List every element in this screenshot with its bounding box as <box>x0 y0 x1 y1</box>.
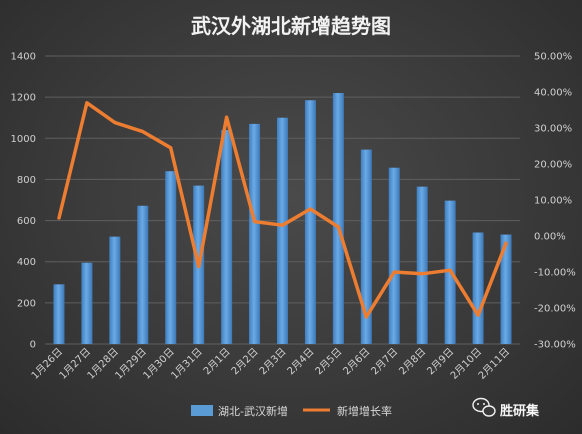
x-tick-label: 2月4日 <box>285 346 317 378</box>
bar <box>472 232 484 344</box>
right-tick-label: 10.00% <box>534 196 572 207</box>
x-tick-label: 2月8日 <box>397 346 429 378</box>
bar <box>221 130 233 344</box>
bar <box>416 186 428 344</box>
legend-bar-label: 湖北-武汉新增 <box>218 404 288 418</box>
left-tick-label: 1400 <box>11 52 36 63</box>
right-tick-label: 0.00% <box>534 232 566 243</box>
bar <box>277 117 288 344</box>
bar <box>109 236 121 344</box>
legend: 湖北-武汉新增 新增增长率 <box>191 404 392 418</box>
bar <box>249 123 261 344</box>
x-tick-label: 2月11日 <box>476 346 512 382</box>
right-y-axis: -30.00% -20.00% -10.00% 0.00% 10.00% 20.00% 30… <box>534 52 576 351</box>
bar <box>165 171 177 344</box>
left-tick-label: 400 <box>17 257 36 268</box>
right-tick-label: -10.00% <box>534 268 576 279</box>
right-tick-label: 50.00% <box>534 52 572 63</box>
x-tick-label: 2月6日 <box>341 346 373 378</box>
right-tick-label: 40.00% <box>534 88 572 99</box>
growth-rate-line <box>57 101 508 319</box>
legend-line-label: 新增增长率 <box>337 404 392 418</box>
x-tick-label: 2月7日 <box>369 346 401 378</box>
right-tick-label: -20.00% <box>534 304 576 315</box>
left-tick-label: 600 <box>17 216 36 227</box>
bar <box>304 100 316 344</box>
bar <box>53 284 65 344</box>
legend-bar-swatch <box>191 405 213 416</box>
left-tick-label: 0 <box>30 340 36 351</box>
chart-title: 武汉外湖北新增趋势图 <box>191 14 391 38</box>
bar-series <box>53 93 512 345</box>
bar <box>360 149 372 344</box>
x-tick-label: 2月1日 <box>201 346 233 378</box>
bar <box>81 262 93 344</box>
x-tick-label: 2月3日 <box>257 346 289 378</box>
left-tick-label: 1200 <box>11 93 36 104</box>
bar <box>500 234 512 344</box>
left-y-axis: 0 200 400 600 800 1000 1200 1400 <box>11 52 36 351</box>
left-tick-label: 800 <box>17 175 36 186</box>
right-tick-label: 30.00% <box>534 124 572 135</box>
bar <box>388 167 400 344</box>
right-tick-label: 20.00% <box>534 160 572 171</box>
x-tick-label: 2月5日 <box>313 346 345 378</box>
left-tick-label: 200 <box>17 298 36 309</box>
watermark-text: 胜研集 <box>500 403 540 419</box>
left-tick-label: 1000 <box>11 134 36 145</box>
line-series <box>57 101 508 319</box>
bar <box>137 205 149 344</box>
watermark: 胜研集 <box>472 397 540 419</box>
x-tick-label: 1月31日 <box>169 346 205 382</box>
wechat-icon <box>472 397 496 417</box>
right-tick-label: -30.00% <box>534 340 576 351</box>
x-axis: 1月26日1月27日1月28日1月29日1月30日1月31日2月1日2月2日2月… <box>29 346 512 382</box>
x-tick-label: 2月2日 <box>229 346 261 378</box>
bar <box>332 93 344 345</box>
